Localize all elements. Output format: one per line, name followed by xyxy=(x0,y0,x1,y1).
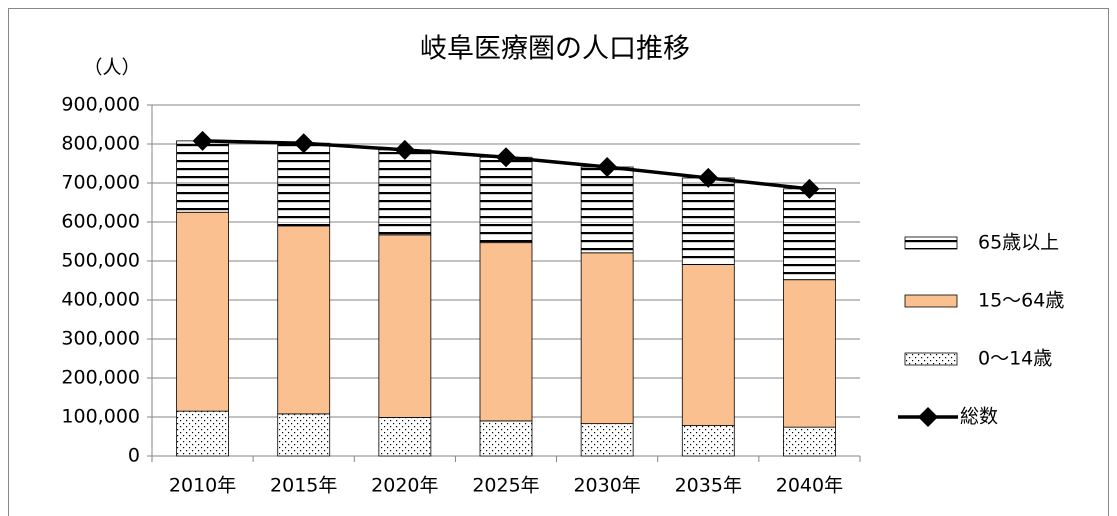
bar-segment xyxy=(681,264,735,426)
y-tick-label: 200,000 xyxy=(61,367,140,389)
bar-segment xyxy=(479,156,533,244)
line-marker xyxy=(597,157,618,178)
bar-segment xyxy=(378,234,432,418)
line-marker xyxy=(293,133,314,154)
legend-swatch xyxy=(904,236,958,250)
y-axis-label: （人） xyxy=(83,57,140,79)
x-tick-label: 2015年 xyxy=(270,475,337,497)
y-tick-label: 700,000 xyxy=(61,172,140,194)
x-tick-label: 2025年 xyxy=(472,475,539,497)
line-marker xyxy=(799,178,820,199)
bar-segment xyxy=(176,410,229,457)
legend-label: 15〜64歳 xyxy=(978,290,1064,312)
bar-segment xyxy=(277,413,331,457)
bar-segment xyxy=(580,423,634,457)
y-tick-label: 300,000 xyxy=(61,328,140,350)
y-tick-label: 800,000 xyxy=(61,133,140,155)
line-marker xyxy=(192,130,213,151)
y-tick-label: 900,000 xyxy=(61,94,140,116)
line-marker xyxy=(698,167,719,188)
chart-title: 岐阜医療圏の人口推移 xyxy=(420,34,690,65)
line-marker xyxy=(394,139,415,160)
x-tick-label: 2030年 xyxy=(573,475,640,497)
bar-segment xyxy=(277,225,331,415)
x-tick-label: 2010年 xyxy=(169,475,236,497)
legend-swatch xyxy=(904,294,958,308)
bar-segment xyxy=(479,242,533,422)
bar-segment xyxy=(783,279,836,428)
y-tick-label: 0 xyxy=(128,445,140,467)
bar-segment xyxy=(176,211,229,412)
bar-segment xyxy=(479,420,533,457)
legend-swatch xyxy=(904,352,958,366)
legend-label: 65歳以上 xyxy=(978,232,1059,254)
legend-label: 総数 xyxy=(960,406,998,428)
bar-segment xyxy=(783,188,836,281)
bar-segment xyxy=(681,425,735,457)
x-tick-label: 2020年 xyxy=(371,475,438,497)
y-tick-label: 600,000 xyxy=(61,211,140,233)
bar-segment xyxy=(580,252,634,425)
y-tick-label: 400,000 xyxy=(61,289,140,311)
bar-segment xyxy=(783,426,836,457)
chart-frame xyxy=(8,8,1109,516)
bar-segment xyxy=(378,416,432,457)
bar-segment xyxy=(580,166,634,254)
legend-label: 0〜14歳 xyxy=(978,348,1052,370)
y-tick-label: 100,000 xyxy=(61,406,140,428)
line-marker xyxy=(496,147,516,168)
y-tick-label: 500,000 xyxy=(61,250,140,272)
x-tick-label: 2040年 xyxy=(776,475,843,497)
x-tick-label: 2035年 xyxy=(675,475,742,497)
bar-segment xyxy=(681,177,735,265)
bar-segment xyxy=(176,140,229,213)
legend-swatch xyxy=(918,407,938,427)
bar-segment xyxy=(277,142,331,227)
bar-segment xyxy=(378,149,432,236)
